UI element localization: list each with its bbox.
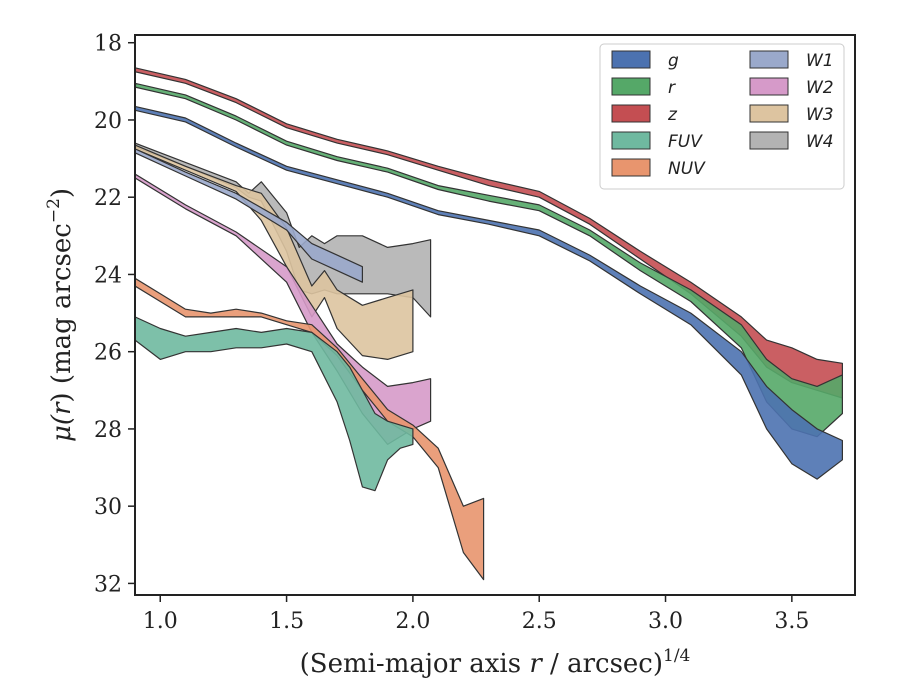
legend-swatch-z <box>611 104 651 123</box>
x-tick-label: 1.5 <box>269 609 304 634</box>
y-axis-label-units: ) (mag arcsec <box>47 223 77 402</box>
legend-swatch-w2 <box>749 77 789 96</box>
series-band-w3 <box>135 144 414 360</box>
y-axis-label-close: ) <box>47 188 77 198</box>
y-tick-label: 20 <box>94 109 122 134</box>
series-band-g <box>135 105 844 480</box>
legend-label-r: r <box>668 78 676 98</box>
legend-label-w1: W1 <box>806 51 834 71</box>
y-axis-label-exponent: −2 <box>44 198 64 223</box>
series-layer <box>135 67 844 581</box>
legend-swatch-g <box>611 50 651 69</box>
x-axis-label-prefix: (Semi-major axis <box>300 649 530 679</box>
legend-swatch-w3 <box>749 104 789 123</box>
legend: grz FUV NUV W1 W2 W3 W4 <box>599 43 845 190</box>
x-tick-label: 1.0 <box>143 609 178 634</box>
y-tick-label: 32 <box>94 572 122 597</box>
legend-label-w2: W2 <box>806 78 834 98</box>
x-tick-label: 3.5 <box>774 609 809 634</box>
legend-label-w4: W4 <box>806 132 834 152</box>
series-band-w1 <box>135 148 363 283</box>
x-axis-label-suffix: / arcsec) <box>542 649 663 679</box>
x-axis-label: (Semi-major axis r / arcsec)1/4 <box>300 646 691 679</box>
legend-label-w3: W3 <box>806 105 834 125</box>
x-axis-label-exponent: 1/4 <box>663 646 690 666</box>
y-tick-label: 28 <box>94 418 122 443</box>
x-tick-label: 2.0 <box>395 609 430 634</box>
y-tick-label: 24 <box>94 263 122 288</box>
legend-label-fuv: FUV <box>668 132 703 152</box>
series-band-fuv <box>135 316 414 492</box>
y-tick-label: 22 <box>94 186 122 211</box>
x-axis-label-variable: r <box>529 649 543 679</box>
y-axis-label: μ(r) (mag arcsec−2) <box>44 188 77 442</box>
legend-swatch-w4 <box>749 131 789 150</box>
legend-label-z: z <box>667 105 678 125</box>
x-axis: 1.0 1.5 2.0 2.5 3.0 3.5 <box>143 595 809 634</box>
y-tick-label: 18 <box>94 32 122 57</box>
legend-swatch-fuv <box>611 131 651 150</box>
y-axis-label-variable: r <box>47 401 77 415</box>
legend-swatch-w1 <box>749 50 789 69</box>
legend-label-g: g <box>668 51 679 71</box>
x-tick-label: 3.0 <box>648 609 683 634</box>
y-tick-label: 30 <box>94 495 122 520</box>
legend-swatch-r <box>611 77 651 96</box>
y-axis-label-mu: μ( <box>47 414 77 442</box>
series-band-nuv <box>135 277 485 581</box>
legend-swatch-nuv <box>611 158 651 177</box>
legend-label-nuv: NUV <box>668 159 706 179</box>
y-axis: 18 20 22 24 26 28 30 32 <box>94 32 135 597</box>
plot-frame <box>134 34 856 596</box>
x-tick-label: 2.5 <box>522 609 557 634</box>
y-tick-label: 26 <box>94 341 122 366</box>
